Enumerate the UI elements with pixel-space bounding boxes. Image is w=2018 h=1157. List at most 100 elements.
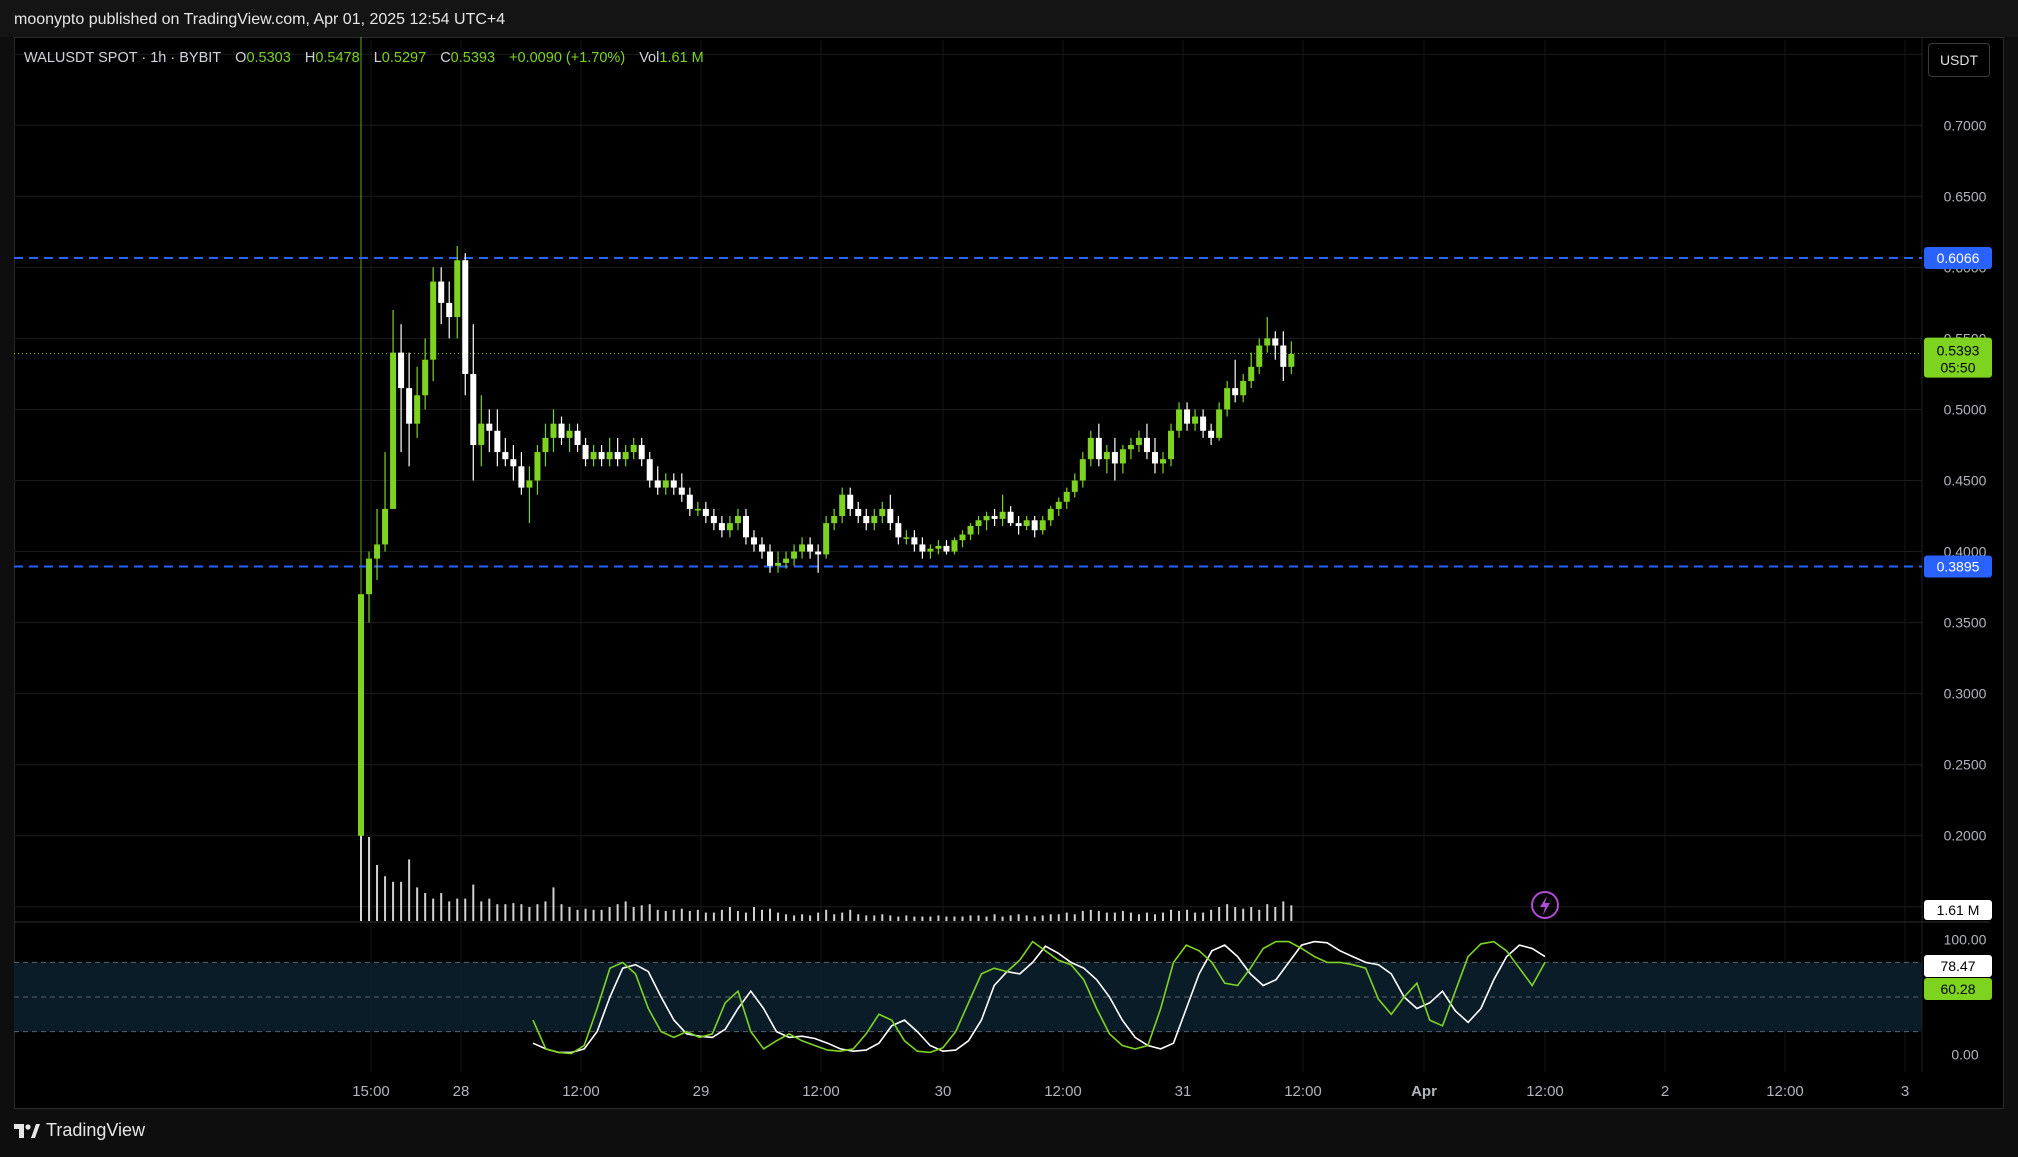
volume-bar	[408, 859, 411, 921]
publish-header: moonypto published on TradingView.com, A…	[0, 0, 2018, 37]
volume-bar	[969, 915, 972, 921]
high-value: 0.5478	[315, 50, 360, 66]
volume-bar	[809, 915, 812, 921]
volume-bar	[1202, 912, 1205, 921]
volume-bar	[688, 910, 691, 921]
currency-button[interactable]: USDT	[1928, 43, 1990, 77]
volume-bar	[873, 915, 876, 921]
close-value: 0.5393	[450, 50, 496, 66]
volume-bar	[424, 893, 427, 921]
candle-body	[486, 423, 493, 431]
candle-body	[1127, 444, 1134, 450]
volume-bar	[921, 916, 924, 921]
volume-bar	[1001, 916, 1004, 921]
volume-bar	[769, 908, 772, 921]
time-tick-label: 28	[453, 1083, 470, 1100]
volume-bar	[881, 914, 884, 921]
candle-body	[558, 423, 565, 438]
volume-bar	[376, 865, 379, 921]
volume-bar	[616, 904, 619, 921]
candle-body	[783, 558, 790, 563]
candle-body	[454, 260, 461, 318]
volume-bar	[1145, 912, 1148, 921]
candle-body	[1208, 430, 1215, 438]
candle-body	[1055, 501, 1062, 509]
open-key: O	[235, 50, 247, 66]
volume-bar	[1282, 901, 1285, 921]
volume-bar	[1170, 909, 1173, 921]
candle-body	[390, 352, 397, 509]
volume-bar	[953, 916, 956, 921]
volume-bar	[929, 916, 932, 921]
price-tick-label: 0.5000	[1944, 401, 1987, 417]
volume-bar	[849, 909, 852, 921]
candle-body	[1143, 437, 1150, 453]
time-tick-label: 15:00	[352, 1083, 390, 1100]
volume-bar	[1129, 912, 1132, 921]
candle-body	[726, 523, 733, 531]
candle-body	[406, 388, 413, 424]
candle-body	[895, 523, 902, 538]
volume-bar	[1081, 910, 1084, 921]
last-price-label: 0.5393	[1937, 343, 1980, 359]
volume-bar	[1065, 912, 1068, 921]
candle-body	[1015, 523, 1022, 526]
volume-bar	[961, 916, 964, 921]
candle-body	[823, 523, 830, 555]
candle-body	[999, 511, 1006, 519]
stoch-k-label: 78.47	[1940, 958, 1975, 974]
volume-bar	[833, 914, 836, 921]
candle-body	[1184, 409, 1191, 424]
candle-body	[1168, 430, 1175, 460]
volume-bar	[576, 909, 579, 921]
oscillator-tick-label: 100.00	[1944, 931, 1987, 947]
volume-bar	[937, 915, 940, 921]
candle-body	[1232, 388, 1239, 396]
candle-body	[839, 494, 846, 517]
volume-bar	[793, 915, 796, 921]
candle-body	[374, 544, 381, 559]
volume-bar	[777, 912, 780, 921]
candle-body	[951, 540, 958, 552]
candle-body	[718, 523, 725, 531]
volume-bar	[704, 912, 707, 921]
volume-bar	[889, 915, 892, 921]
volume-bar	[1242, 908, 1245, 921]
time-tick-label: 12:00	[1766, 1083, 1804, 1100]
candle-body	[847, 494, 854, 509]
volume-bar	[432, 898, 435, 921]
stoch-d-label-box	[1924, 978, 1992, 1000]
volume-bar	[520, 904, 523, 921]
candle-body	[991, 516, 998, 519]
candle-body	[742, 516, 749, 538]
candle-body	[422, 359, 429, 396]
candle-body	[1240, 381, 1247, 396]
time-tick-label: 30	[935, 1083, 952, 1100]
volume-bar	[528, 907, 531, 921]
footer-brand[interactable]: TradingView	[14, 1120, 145, 1141]
candle-body	[630, 444, 637, 453]
candle-body	[1192, 416, 1199, 424]
candle-body	[967, 525, 974, 535]
candle-body	[462, 260, 469, 374]
candle-body	[734, 516, 741, 524]
candle-body	[750, 537, 757, 545]
candle-body	[518, 466, 525, 488]
candle-body	[1119, 449, 1126, 464]
level-label-box	[1924, 246, 1992, 269]
vol-key: Vol	[639, 50, 660, 66]
volume-bar	[1121, 910, 1124, 921]
candle-body	[1095, 437, 1102, 460]
candle-body	[919, 544, 926, 552]
volume-bar	[1073, 914, 1076, 921]
symbol-label[interactable]: WALUSDT SPOT · 1h · BYBIT	[24, 50, 222, 66]
candle-body	[983, 516, 990, 521]
candle-body	[494, 430, 501, 453]
candle-body	[1079, 459, 1086, 481]
candle-body	[550, 423, 557, 438]
stoch-d-line	[532, 940, 1546, 1055]
volume-bar	[624, 901, 627, 921]
level-label-box	[1924, 555, 1992, 578]
stoch-k-label-box	[1924, 955, 1992, 977]
